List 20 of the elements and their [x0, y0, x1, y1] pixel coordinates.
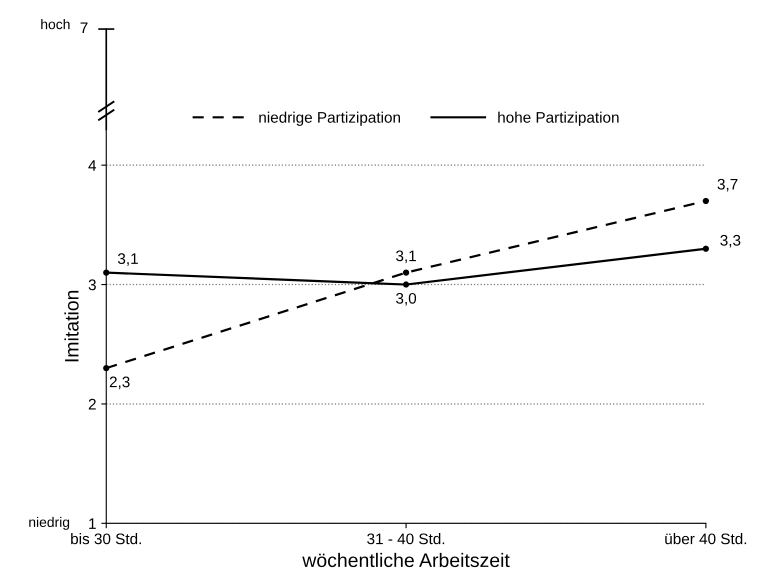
data-label: 3,3 [720, 234, 740, 248]
y-tick-label: 4 [88, 160, 96, 171]
data-label: 3,1 [396, 250, 416, 264]
text: hoch [41, 19, 70, 30]
x-tick-label: bis 30 Std. [71, 533, 141, 544]
data-label: 3,0 [396, 292, 416, 306]
data-label: 2,3 [110, 376, 130, 390]
text: 7 [80, 22, 88, 34]
x-tick-label: über 40 Std. [665, 533, 746, 544]
text: niedrig [29, 516, 70, 530]
y-axis-title: Imitation [64, 290, 79, 362]
data-label: 3,1 [118, 253, 138, 266]
legend-label: hohe Partizipation [498, 112, 619, 126]
legend-label: niedrige Partizipation [259, 112, 400, 126]
y-tick-label: 2 [88, 398, 96, 410]
x-tick-label: 31 - 40 Std. [367, 533, 444, 544]
data-label: 3,7 [718, 178, 738, 192]
x-axis-title: wöchentliche Arbeitszeit [302, 552, 510, 568]
y-tick-label: 3 [88, 279, 96, 290]
y-tick-label: 1 [89, 518, 96, 529]
